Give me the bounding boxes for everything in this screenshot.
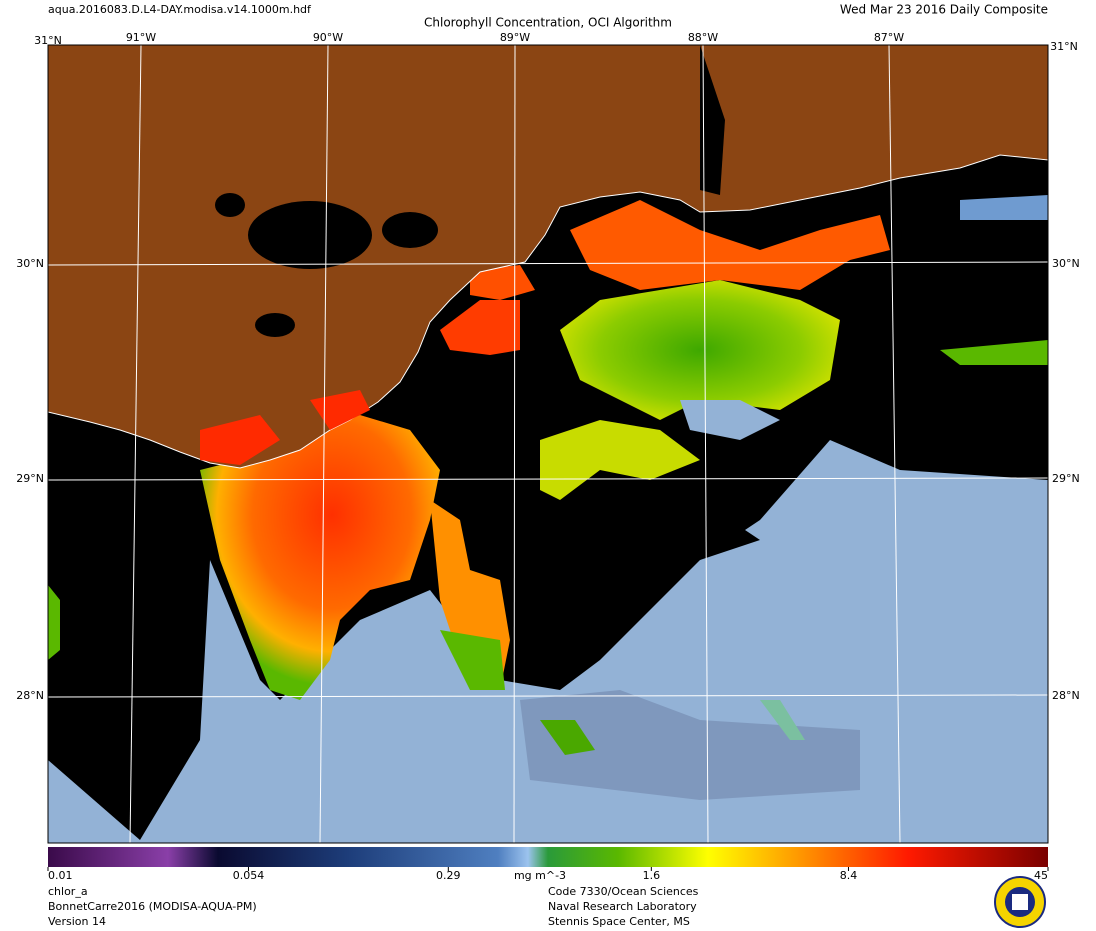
corner-label: 31°N: [1050, 40, 1078, 53]
footer-text: BonnetCarre2016 (MODISA-AQUA-PM): [48, 900, 257, 913]
meridian: [513, 44, 516, 844]
latitude-labels: 30°N 30°N 29°N 29°N 28°N 28°N: [16, 257, 1079, 702]
longitude-label: 88°W: [688, 31, 718, 44]
green-streak: [540, 720, 595, 755]
colorbar-tick-label: 1.6: [643, 869, 661, 882]
green-streak: [760, 700, 805, 740]
low-chlorophyll-water: [520, 690, 860, 800]
colorbar-tick-label: 0.29: [436, 869, 461, 882]
moderate-chlorophyll: [560, 280, 840, 420]
colorbar-tick-label: 45: [1034, 869, 1048, 882]
moderate-chlorophyll: [940, 340, 1048, 365]
high-chlorophyll-bloom: [200, 415, 440, 700]
cloud-gap: [560, 500, 760, 580]
moderate-chlorophyll: [540, 420, 700, 500]
latitude-label: 30°N: [16, 257, 44, 270]
footer-text: Stennis Space Center, MS: [548, 915, 690, 928]
longitude-label: 87°W: [874, 31, 904, 44]
date: Wed Mar 23 2016 Daily Composite: [840, 3, 1048, 17]
map-frame: [47, 44, 1049, 844]
footer-text: Code 7330/Ocean Sciences: [548, 885, 699, 898]
colorbar-tick-label: 0.01: [48, 869, 73, 882]
logo: [994, 876, 1046, 928]
latitude-label: 29°N: [16, 472, 44, 485]
low-chlorophyll-water: [960, 195, 1048, 220]
lake: [215, 193, 245, 217]
footer-text: chlor_a: [48, 885, 88, 898]
longitude-label: 89°W: [500, 31, 530, 44]
colorbar-tick-label: 0.054: [233, 869, 265, 882]
meridian: [129, 44, 142, 844]
longitude-label: 90°W: [313, 31, 343, 44]
meridian: [702, 44, 709, 844]
high-chlorophyll-bloom: [570, 200, 890, 290]
latitude-label: 30°N: [1052, 257, 1080, 270]
parallel: [47, 694, 1049, 698]
land: [47, 44, 1049, 469]
footer-right: Code 7330/Ocean Sciences Naval Research L…: [548, 885, 699, 928]
colorbar-unit: mg m^-3: [514, 869, 566, 882]
high-chlorophyll-bloom: [440, 300, 520, 355]
graticule: [47, 44, 1049, 844]
footer-text: Naval Research Laboratory: [548, 900, 697, 913]
parallel: [47, 261, 1049, 266]
moderate-chlorophyll: [48, 585, 60, 660]
lake: [248, 201, 372, 269]
latitude-label: 28°N: [16, 689, 44, 702]
colorbar: [48, 847, 1048, 867]
high-chlorophyll-bloom: [200, 415, 280, 465]
parallel: [47, 477, 1049, 481]
title: Chlorophyll Concentration, OCI Algorithm: [424, 16, 672, 30]
corner-label: 31°N: [34, 34, 62, 47]
lake: [382, 212, 438, 248]
high-chlorophyll-bloom: [310, 390, 370, 430]
bay: [700, 45, 725, 195]
lake: [255, 313, 295, 337]
moderate-chlorophyll: [440, 630, 505, 690]
filename: aqua.2016083.D.L4-DAY.modisa.v14.1000m.h…: [48, 3, 312, 16]
longitude-labels: 91°W 90°W 89°W 88°W 87°W: [126, 31, 904, 44]
colorbar-ticks: 0.01 0.054 0.29 1.6 8.4 45: [47, 867, 1049, 882]
footer-text: Version 14: [48, 915, 106, 928]
logo-shield: [1012, 894, 1028, 910]
latitude-label: 28°N: [1052, 689, 1080, 702]
meridian: [319, 44, 329, 844]
colorbar-tick-label: 8.4: [840, 869, 858, 882]
meridian: [888, 44, 901, 844]
high-chlorophyll-bloom: [470, 265, 535, 300]
footer-left: chlor_a BonnetCarre2016 (MODISA-AQUA-PM) V…: [48, 885, 257, 928]
latitude-label: 29°N: [1052, 472, 1080, 485]
longitude-label: 91°W: [126, 31, 156, 44]
